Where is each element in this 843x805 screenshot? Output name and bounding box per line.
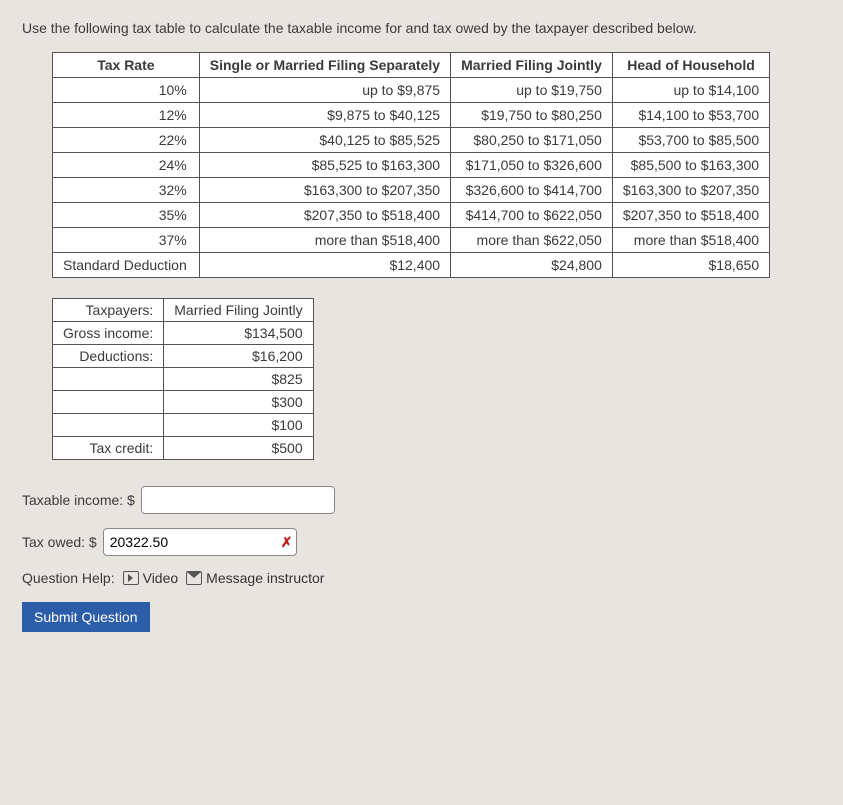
table-row: Gross income: $134,500 bbox=[53, 322, 314, 345]
input-value: $100 bbox=[164, 414, 313, 437]
table-row: Taxpayers: Married Filing Jointly bbox=[53, 299, 314, 322]
cell-joint: $414,700 to $622,050 bbox=[451, 203, 613, 228]
table-row: 22% $40,125 to $85,525 $80,250 to $171,0… bbox=[53, 128, 770, 153]
taxable-income-row: Taxable income: $ bbox=[22, 486, 821, 514]
tax-table-container: Tax Rate Single or Married Filing Separa… bbox=[52, 52, 821, 278]
table-row: 35% $207,350 to $518,400 $414,700 to $62… bbox=[53, 203, 770, 228]
table-row: Tax credit: $500 bbox=[53, 437, 314, 460]
th-joint: Married Filing Jointly bbox=[451, 53, 613, 78]
cell-joint: $326,600 to $414,700 bbox=[451, 178, 613, 203]
input-label bbox=[53, 368, 164, 391]
cell-rate: 22% bbox=[53, 128, 200, 153]
cell-joint: $19,750 to $80,250 bbox=[451, 103, 613, 128]
question-prompt: Use the following tax table to calculate… bbox=[22, 18, 821, 38]
cell-hoh: $14,100 to $53,700 bbox=[612, 103, 769, 128]
question-help-row: Question Help: Video Message instructor bbox=[22, 570, 821, 586]
question-help-label: Question Help: bbox=[22, 570, 115, 586]
table-row: 12% $9,875 to $40,125 $19,750 to $80,250… bbox=[53, 103, 770, 128]
cell-rate: 24% bbox=[53, 153, 200, 178]
video-help-link[interactable]: Video bbox=[123, 570, 179, 586]
input-label bbox=[53, 391, 164, 414]
cell-hoh: more than $518,400 bbox=[612, 228, 769, 253]
taxable-income-input[interactable] bbox=[141, 486, 335, 514]
tax-owed-input[interactable] bbox=[103, 528, 297, 556]
cell-joint: more than $622,050 bbox=[451, 228, 613, 253]
cell-joint: $171,050 to $326,600 bbox=[451, 153, 613, 178]
table-row: 37% more than $518,400 more than $622,05… bbox=[53, 228, 770, 253]
taxpayer-inputs-container: Taxpayers: Married Filing Jointly Gross … bbox=[52, 298, 821, 460]
input-label bbox=[53, 414, 164, 437]
cell-single: more than $518,400 bbox=[199, 228, 450, 253]
cell-joint: $24,800 bbox=[451, 253, 613, 278]
submit-question-button[interactable]: Submit Question bbox=[22, 602, 150, 632]
cell-hoh: $163,300 to $207,350 bbox=[612, 178, 769, 203]
video-icon bbox=[123, 571, 139, 585]
tax-owed-label: Tax owed: $ bbox=[22, 534, 97, 550]
table-row: 32% $163,300 to $207,350 $326,600 to $41… bbox=[53, 178, 770, 203]
cell-single: $163,300 to $207,350 bbox=[199, 178, 450, 203]
taxable-income-label: Taxable income: $ bbox=[22, 492, 135, 508]
input-value: $16,200 bbox=[164, 345, 313, 368]
cell-hoh: up to $14,100 bbox=[612, 78, 769, 103]
input-value: $500 bbox=[164, 437, 313, 460]
table-row: $100 bbox=[53, 414, 314, 437]
input-value: $825 bbox=[164, 368, 313, 391]
cell-single: $9,875 to $40,125 bbox=[199, 103, 450, 128]
cell-single: $85,525 to $163,300 bbox=[199, 153, 450, 178]
input-label: Gross income: bbox=[53, 322, 164, 345]
tax-owed-row: Tax owed: $ ✗ bbox=[22, 528, 821, 556]
cell-single: $12,400 bbox=[199, 253, 450, 278]
cell-single: $40,125 to $85,525 bbox=[199, 128, 450, 153]
cell-rate: 32% bbox=[53, 178, 200, 203]
input-label: Deductions: bbox=[53, 345, 164, 368]
input-label: Tax credit: bbox=[53, 437, 164, 460]
cell-rate: 35% bbox=[53, 203, 200, 228]
table-row: $300 bbox=[53, 391, 314, 414]
cell-single: up to $9,875 bbox=[199, 78, 450, 103]
input-value: $300 bbox=[164, 391, 313, 414]
input-value: Married Filing Jointly bbox=[164, 299, 313, 322]
th-single: Single or Married Filing Separately bbox=[199, 53, 450, 78]
table-row: Standard Deduction $12,400 $24,800 $18,6… bbox=[53, 253, 770, 278]
cell-hoh: $85,500 to $163,300 bbox=[612, 153, 769, 178]
mail-icon bbox=[186, 571, 202, 585]
taxpayer-inputs-table: Taxpayers: Married Filing Jointly Gross … bbox=[52, 298, 314, 460]
cell-rate: 10% bbox=[53, 78, 200, 103]
cell-rate: 37% bbox=[53, 228, 200, 253]
th-rate: Tax Rate bbox=[53, 53, 200, 78]
message-instructor-link[interactable]: Message instructor bbox=[186, 570, 324, 586]
input-value: $134,500 bbox=[164, 322, 313, 345]
cell-hoh: $207,350 to $518,400 bbox=[612, 203, 769, 228]
table-row: 10% up to $9,875 up to $19,750 up to $14… bbox=[53, 78, 770, 103]
table-row: 24% $85,525 to $163,300 $171,050 to $326… bbox=[53, 153, 770, 178]
cell-single: $207,350 to $518,400 bbox=[199, 203, 450, 228]
cell-rate: Standard Deduction bbox=[53, 253, 200, 278]
th-hoh: Head of Household bbox=[612, 53, 769, 78]
cell-joint: up to $19,750 bbox=[451, 78, 613, 103]
table-row: $825 bbox=[53, 368, 314, 391]
message-instructor-text: Message instructor bbox=[206, 570, 324, 586]
cell-rate: 12% bbox=[53, 103, 200, 128]
tax-bracket-table: Tax Rate Single or Married Filing Separa… bbox=[52, 52, 770, 278]
cell-hoh: $18,650 bbox=[612, 253, 769, 278]
input-label: Taxpayers: bbox=[53, 299, 164, 322]
video-help-text: Video bbox=[143, 570, 179, 586]
cell-hoh: $53,700 to $85,500 bbox=[612, 128, 769, 153]
cell-joint: $80,250 to $171,050 bbox=[451, 128, 613, 153]
table-row: Deductions: $16,200 bbox=[53, 345, 314, 368]
